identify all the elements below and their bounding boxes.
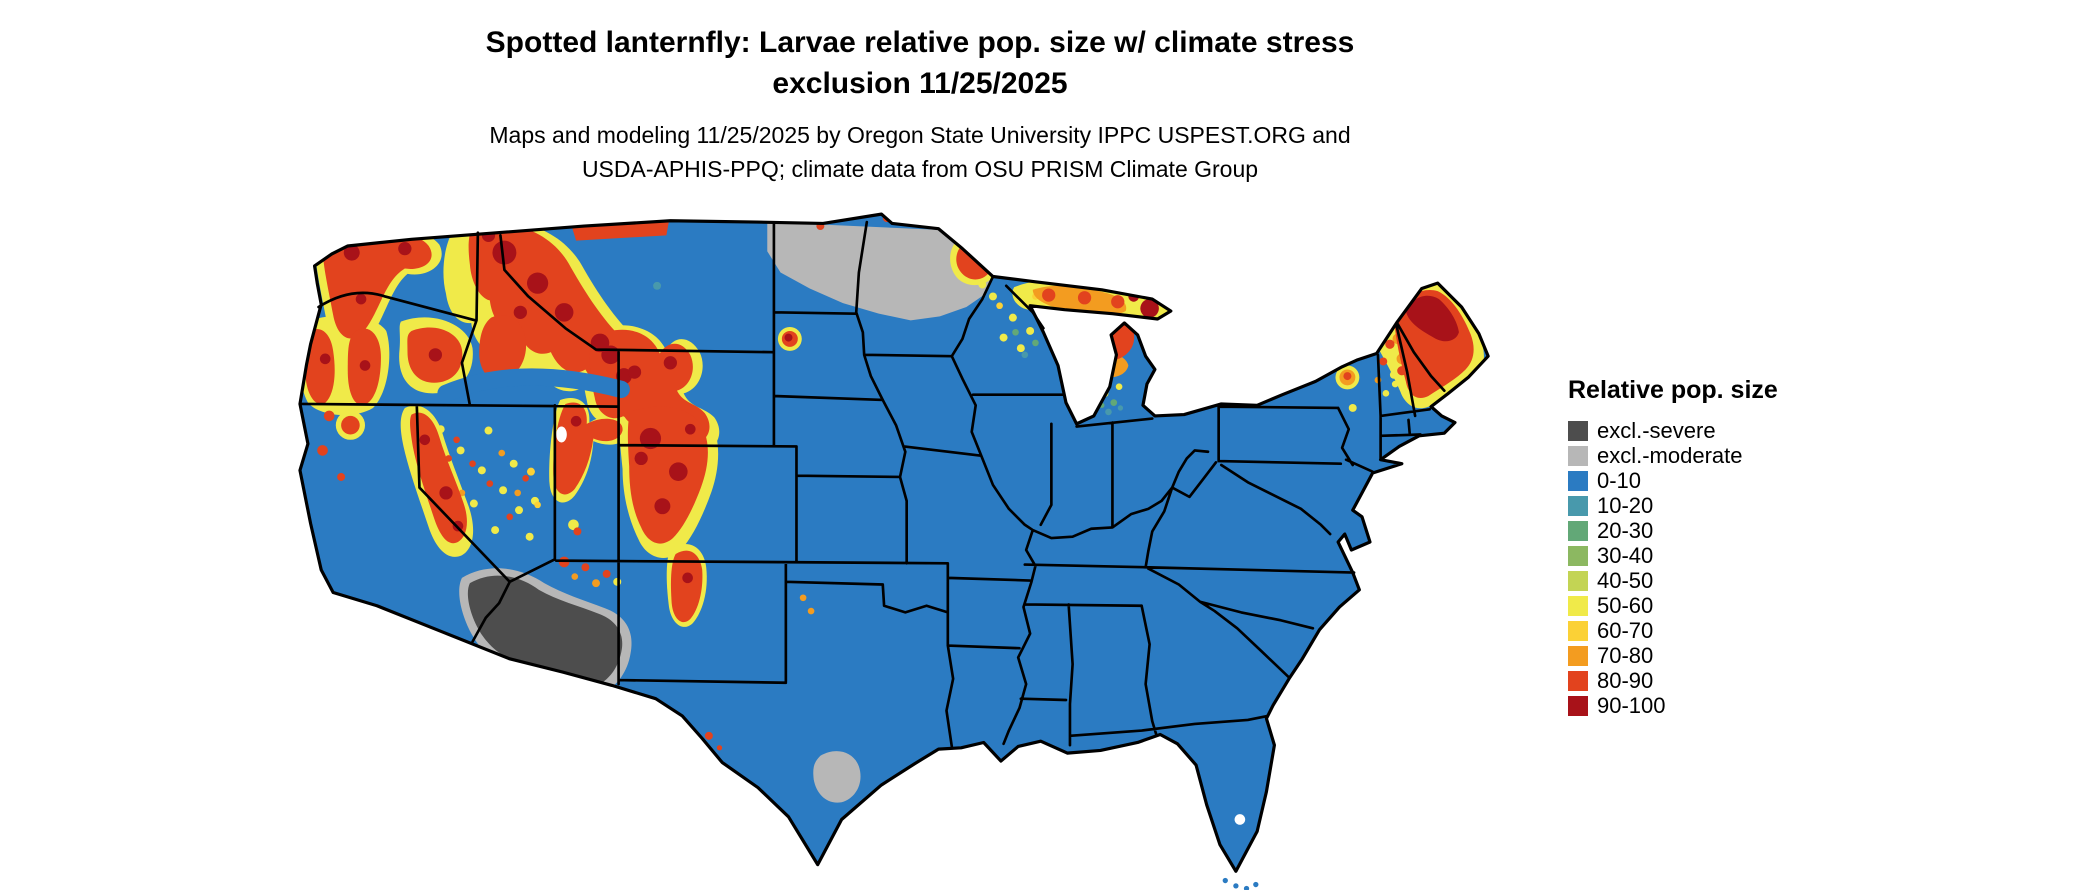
legend-label: 20-30 [1597,517,1654,543]
legend-swatch [1568,470,1588,491]
excluded-severe-region-southwest [467,575,623,691]
florida-keys [1222,877,1259,890]
legend-item: 50-60 [1568,593,1778,618]
us-map [298,212,1490,890]
legend-label: 0-10 [1597,467,1642,493]
legend-label: excl.-moderate [1597,442,1743,468]
snake-river-plain [437,368,630,402]
transition-teal-speckles [653,281,1124,416]
legend-item: 10-20 [1568,493,1778,518]
legend-label: 40-50 [1597,567,1654,593]
legend-label: 50-60 [1597,592,1654,618]
legend-swatch [1568,545,1588,566]
us-outline [298,212,1490,873]
legend-item: 90-100 [1568,693,1778,718]
map-subtitle-line2: USDA-APHIS-PPQ; climate data from OSU PR… [581,156,1259,182]
legend-item: excl.-moderate [1568,443,1778,468]
state-borders [299,220,1446,748]
legend-label: 70-80 [1597,642,1654,668]
legend-swatch [1568,645,1588,666]
map-title: Spotted lanternfly: Larvae relative pop.… [0,22,1840,104]
map-title-line1: Spotted lanternfly: Larvae relative pop.… [485,26,1355,59]
excluded-moderate-region-north [767,222,993,321]
legend-swatch [1568,495,1588,516]
legend-label: 10-20 [1597,492,1654,518]
legend-item: 70-80 [1568,643,1778,668]
legend-swatch [1568,670,1588,691]
legend-label: excl.-severe [1597,417,1716,443]
legend-item: 0-10 [1568,468,1778,493]
legend-swatch [1568,695,1588,716]
legend-item: 20-30 [1568,518,1778,543]
legend-item: 40-50 [1568,568,1778,593]
legend-title: Relative pop. size [1568,376,1778,404]
legend-swatch [1568,595,1588,616]
legend-label: 90-100 [1597,692,1666,718]
legend-item: 30-40 [1568,543,1778,568]
map-subtitle-line1: Maps and modeling 11/25/2025 by Oregon S… [489,122,1351,148]
legend-swatch [1568,620,1588,641]
legend-item: 60-70 [1568,618,1778,643]
legend-swatch [1568,445,1588,466]
excluded-moderate-region-south-texas [813,751,861,803]
legend-label: 80-90 [1597,667,1654,693]
legend-swatch [1568,520,1588,541]
legend-swatch [1568,420,1588,441]
legend-item: excl.-severe [1568,418,1778,443]
map-title-line2: exclusion 11/25/2025 [772,67,1068,100]
legend: Relative pop. size excl.-severe excl.-mo… [1568,376,1778,718]
legend-label: 30-40 [1597,542,1654,568]
map-subtitle: Maps and modeling 11/25/2025 by Oregon S… [0,118,1840,186]
legend-swatch [1568,570,1588,591]
interior-lakes [556,426,1246,825]
legend-item: 80-90 [1568,668,1778,693]
legend-label: 60-70 [1597,617,1654,643]
